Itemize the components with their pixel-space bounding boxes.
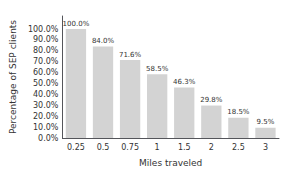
svg-text:Percentage of SEP clients: Percentage of SEP clients bbox=[8, 20, 18, 134]
svg-text:100.0%: 100.0% bbox=[63, 20, 90, 28]
svg-text:46.3%: 46.3% bbox=[173, 78, 196, 86]
svg-text:58.5%: 58.5% bbox=[146, 65, 169, 73]
svg-text:1: 1 bbox=[155, 143, 160, 152]
svg-text:90.0%: 90.0% bbox=[33, 35, 59, 44]
svg-text:2.5: 2.5 bbox=[232, 143, 245, 152]
svg-text:2: 2 bbox=[209, 143, 214, 152]
svg-text:30.0%: 30.0% bbox=[33, 101, 59, 110]
svg-text:0.25: 0.25 bbox=[67, 143, 85, 152]
svg-text:50.0%: 50.0% bbox=[33, 79, 59, 88]
svg-text:84.0%: 84.0% bbox=[92, 37, 115, 45]
svg-text:40.0%: 40.0% bbox=[33, 90, 59, 99]
svg-text:71.6%: 71.6% bbox=[119, 51, 142, 59]
svg-text:3: 3 bbox=[263, 143, 268, 152]
svg-text:70.0%: 70.0% bbox=[33, 57, 59, 66]
svg-text:0.5: 0.5 bbox=[97, 143, 110, 152]
svg-text:29.8%: 29.8% bbox=[200, 96, 223, 104]
svg-text:20.0%: 20.0% bbox=[33, 112, 59, 121]
svg-text:10.0%: 10.0% bbox=[33, 123, 59, 132]
svg-text:80.0%: 80.0% bbox=[33, 46, 59, 55]
svg-text:18.5%: 18.5% bbox=[227, 108, 250, 116]
svg-text:Miles traveled: Miles traveled bbox=[139, 158, 202, 168]
svg-text:0.75: 0.75 bbox=[121, 143, 139, 152]
svg-text:1.5: 1.5 bbox=[178, 143, 191, 152]
svg-text:9.5%: 9.5% bbox=[257, 118, 275, 126]
svg-text:100.0%: 100.0% bbox=[28, 25, 59, 34]
svg-text:0.0%: 0.0% bbox=[38, 134, 59, 143]
svg-text:60.0%: 60.0% bbox=[33, 68, 59, 77]
